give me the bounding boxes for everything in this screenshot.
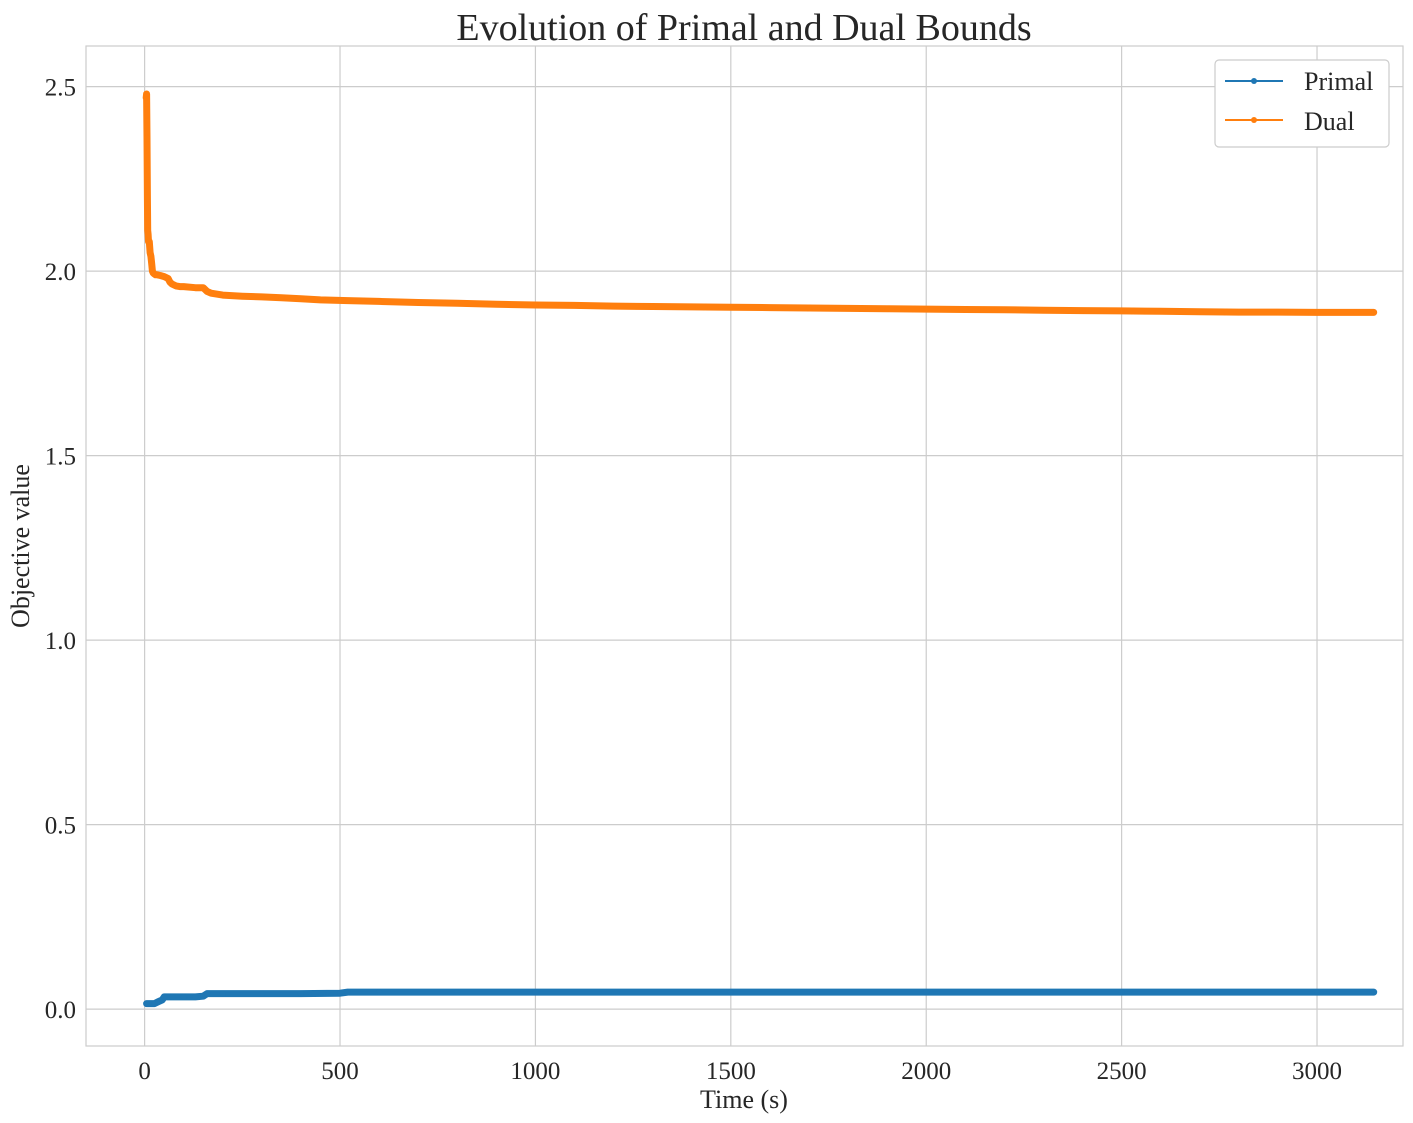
- data-point-dual: [1370, 309, 1377, 316]
- y-tick-label: 0.0: [45, 997, 76, 1024]
- data-point-primal: [180, 993, 187, 1000]
- legend-label-primal: Primal: [1304, 67, 1373, 96]
- data-point-dual: [845, 305, 852, 312]
- data-point-dual: [1079, 307, 1086, 314]
- data-point-primal: [204, 990, 211, 997]
- data-point-dual: [200, 284, 207, 291]
- data-point-dual: [239, 293, 246, 300]
- series-layer: [142, 90, 1378, 1008]
- data-point-dual: [148, 260, 155, 267]
- data-point-dual: [208, 290, 215, 297]
- data-point-dual: [1196, 308, 1203, 315]
- data-point-dual: [727, 304, 734, 311]
- x-tick-label: 3000: [1292, 1058, 1342, 1085]
- data-point-dual: [317, 296, 324, 303]
- y-tick-label: 1.0: [45, 628, 76, 655]
- legend-marker-primal: [1251, 78, 1257, 84]
- data-point-dual: [144, 194, 151, 201]
- data-point-dual: [766, 304, 773, 311]
- data-point-dual: [180, 283, 187, 290]
- data-point-dual: [415, 299, 422, 306]
- chart-title: Evolution of Primal and Dual Bounds: [456, 7, 1031, 49]
- data-point-dual: [1235, 309, 1242, 316]
- x-tick-label: 1000: [510, 1058, 560, 1085]
- x-tick-label: 2000: [901, 1058, 951, 1085]
- x-tick-label: 500: [321, 1058, 359, 1085]
- data-point-dual: [146, 238, 153, 245]
- data-point-primal: [337, 990, 344, 997]
- data-point-dual: [143, 135, 150, 142]
- x-tick-label: 1500: [706, 1058, 756, 1085]
- data-point-primal: [297, 990, 304, 997]
- data-point-primal: [168, 993, 175, 1000]
- data-point-primal: [454, 989, 461, 996]
- data-point-primal: [192, 993, 199, 1000]
- x-tick-label: 2500: [1097, 1058, 1147, 1085]
- data-point-dual: [610, 303, 617, 310]
- y-tick-label: 0.5: [45, 813, 76, 840]
- data-point-dual: [532, 302, 539, 309]
- grid: [86, 46, 1403, 1046]
- data-point-dual: [258, 293, 265, 300]
- plot-frame: [85, 45, 1404, 1047]
- tick-labels: 0 500 1000 1500 2000 2500 3000 0.0 0.5 1.0 1.5 2.0 2…: [45, 75, 1342, 1085]
- data-point-dual: [571, 302, 578, 309]
- y-tick-label: 2.5: [45, 75, 76, 102]
- data-point-dual: [1274, 309, 1281, 316]
- data-point-primal: [219, 990, 226, 997]
- data-point-dual: [278, 294, 285, 301]
- data-point-primal: [1118, 989, 1125, 996]
- data-point-primal: [923, 989, 930, 996]
- x-tick-label: 0: [138, 1058, 151, 1085]
- data-point-dual: [493, 301, 500, 308]
- data-point-dual: [219, 292, 226, 299]
- data-point-dual: [688, 303, 695, 310]
- legend-marker-dual: [1251, 117, 1257, 123]
- data-point-dual: [1157, 308, 1164, 315]
- y-axis-label: Objective value: [6, 464, 35, 628]
- data-point-primal: [532, 989, 539, 996]
- data-point-dual: [192, 284, 199, 291]
- data-point-dual: [1040, 307, 1047, 314]
- data-point-primal: [376, 989, 383, 996]
- y-tick-label: 1.5: [45, 444, 76, 471]
- legend-label-dual: Dual: [1304, 107, 1355, 136]
- data-point-dual: [147, 253, 154, 260]
- data-point-dual: [1001, 306, 1008, 313]
- data-point-dual: [805, 304, 812, 311]
- data-point-dual: [297, 295, 304, 302]
- x-axis-label: Time (s): [700, 1085, 788, 1114]
- data-point-primal: [727, 989, 734, 996]
- data-point-primal: [1370, 989, 1377, 996]
- data-point-primal: [344, 989, 351, 996]
- data-point-dual: [454, 300, 461, 307]
- data-point-primal: [161, 993, 168, 1000]
- y-tick-label: 2.0: [45, 259, 76, 286]
- data-point-dual: [962, 306, 969, 313]
- data-point-primal: [258, 990, 265, 997]
- plot-area: [86, 46, 1403, 1046]
- data-point-dual: [649, 303, 656, 310]
- data-point-dual: [1353, 309, 1360, 316]
- data-point-dual: [376, 298, 383, 305]
- data-point-dual: [923, 306, 930, 313]
- legend: Primal Dual: [1214, 59, 1390, 148]
- data-point-dual: [884, 305, 891, 312]
- data-point-dual: [1314, 309, 1321, 316]
- data-point-dual: [145, 231, 152, 238]
- data-point-dual: [1118, 307, 1125, 314]
- data-point-dual: [143, 90, 150, 97]
- data-point-primal: [1314, 989, 1321, 996]
- data-point-dual: [344, 297, 351, 304]
